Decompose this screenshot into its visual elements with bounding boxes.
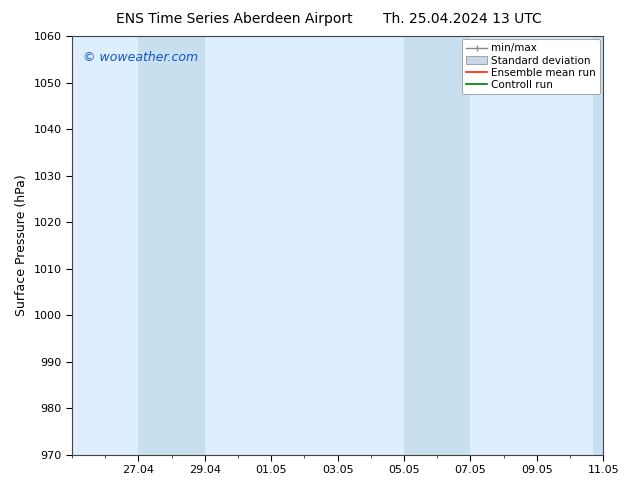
Bar — [138, 36, 205, 455]
Text: Th. 25.04.2024 13 UTC: Th. 25.04.2024 13 UTC — [384, 12, 542, 26]
Legend: min/max, Standard deviation, Ensemble mean run, Controll run: min/max, Standard deviation, Ensemble me… — [462, 39, 600, 94]
Text: ENS Time Series Aberdeen Airport: ENS Time Series Aberdeen Airport — [116, 12, 353, 26]
Bar — [404, 36, 470, 455]
Y-axis label: Surface Pressure (hPa): Surface Pressure (hPa) — [15, 174, 28, 316]
Text: © woweather.com: © woweather.com — [82, 51, 198, 64]
Bar — [593, 36, 603, 455]
